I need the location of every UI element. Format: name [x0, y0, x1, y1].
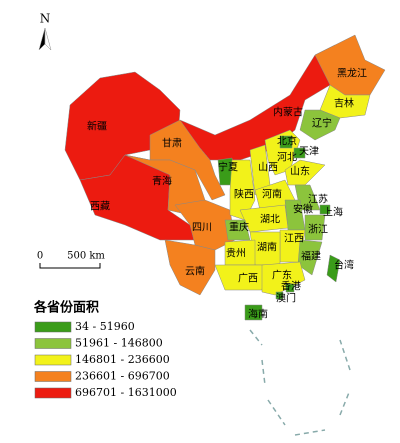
province-label: 甘肃 [162, 137, 182, 150]
province-label: 河南 [262, 188, 282, 201]
province [79, 154, 196, 241]
province-label: 陕西 [234, 188, 254, 201]
province [164, 239, 216, 296]
boundary-dash [261, 359, 266, 386]
province [299, 109, 341, 141]
province [326, 254, 341, 283]
province-label: 西藏 [90, 201, 110, 213]
south-sea [249, 329, 351, 436]
province-label: 安徽 [293, 203, 313, 216]
legend-label: 696701 - 1631000 [75, 386, 177, 399]
province [279, 135, 293, 149]
province [297, 239, 323, 276]
province-label: 江苏 [308, 193, 328, 206]
legend-swatch [34, 321, 72, 333]
legend-label: 51961 - 146800 [75, 337, 163, 350]
province-label: 云南 [185, 265, 205, 278]
province-label: 青海 [152, 175, 172, 188]
province-label: 上海 [323, 206, 343, 219]
boundary-dash [339, 389, 351, 416]
province [285, 283, 295, 293]
scale-line [39, 263, 101, 269]
legend-title: 各省份面积 [33, 300, 99, 316]
boundary-dash [249, 329, 263, 346]
legend-swatch [34, 387, 72, 399]
province [244, 304, 263, 321]
legend-label: 236601 - 696700 [75, 370, 170, 383]
province-label: 海南 [248, 308, 268, 321]
province-label: 湖北 [260, 214, 280, 226]
province [177, 44, 336, 161]
legend-label: 146801 - 236600 [75, 353, 170, 366]
boundary-dash [294, 429, 326, 436]
north-label: N [40, 12, 51, 26]
province-label: 澳门 [276, 292, 296, 305]
province-label: 贵州 [226, 247, 246, 260]
north-arrow: N [38, 12, 52, 51]
province-label: 广东 [272, 269, 292, 282]
province-label: 内蒙古 [273, 106, 303, 119]
province [304, 214, 326, 241]
province-label: 湖南 [257, 241, 277, 254]
province-label: 黑龙江 [337, 67, 367, 80]
scale-end: 500 km [67, 251, 105, 262]
province-label: 北京 [277, 135, 297, 148]
province [275, 291, 284, 300]
boundary-dash [267, 399, 286, 426]
arrow-left [38, 27, 46, 51]
province-label: 山西 [258, 162, 278, 174]
province-label: 重庆 [229, 221, 249, 234]
scale-start: 0 [37, 251, 43, 262]
province-label: 台湾 [334, 259, 354, 272]
province-label: 河北 [277, 152, 297, 164]
province [293, 147, 306, 159]
province-label: 浙江 [308, 224, 328, 236]
province [284, 159, 326, 186]
province-label: 山东 [290, 165, 310, 178]
scale-bar: 0 500 km [37, 251, 105, 269]
province [224, 219, 251, 241]
province-label: 宁夏 [218, 161, 238, 174]
province-label: 辽宁 [312, 117, 332, 130]
province-label: 天津 [299, 146, 319, 158]
province-label: 广西 [238, 273, 258, 285]
legend-swatch [34, 354, 72, 366]
arrow-right [44, 27, 52, 51]
province-label: 新疆 [87, 120, 107, 133]
province-label: 福建 [301, 250, 321, 263]
province-label: 吉林 [334, 97, 354, 110]
province-label: 江西 [284, 233, 304, 245]
boundary-dash [339, 339, 351, 371]
province [319, 204, 331, 215]
legend-swatch [34, 371, 72, 382]
legend-swatch [34, 338, 72, 349]
province-label: 四川 [192, 223, 212, 234]
legend-label: 34 - 51960 [75, 320, 135, 333]
province-label: 香港 [281, 281, 301, 293]
province [239, 204, 289, 233]
